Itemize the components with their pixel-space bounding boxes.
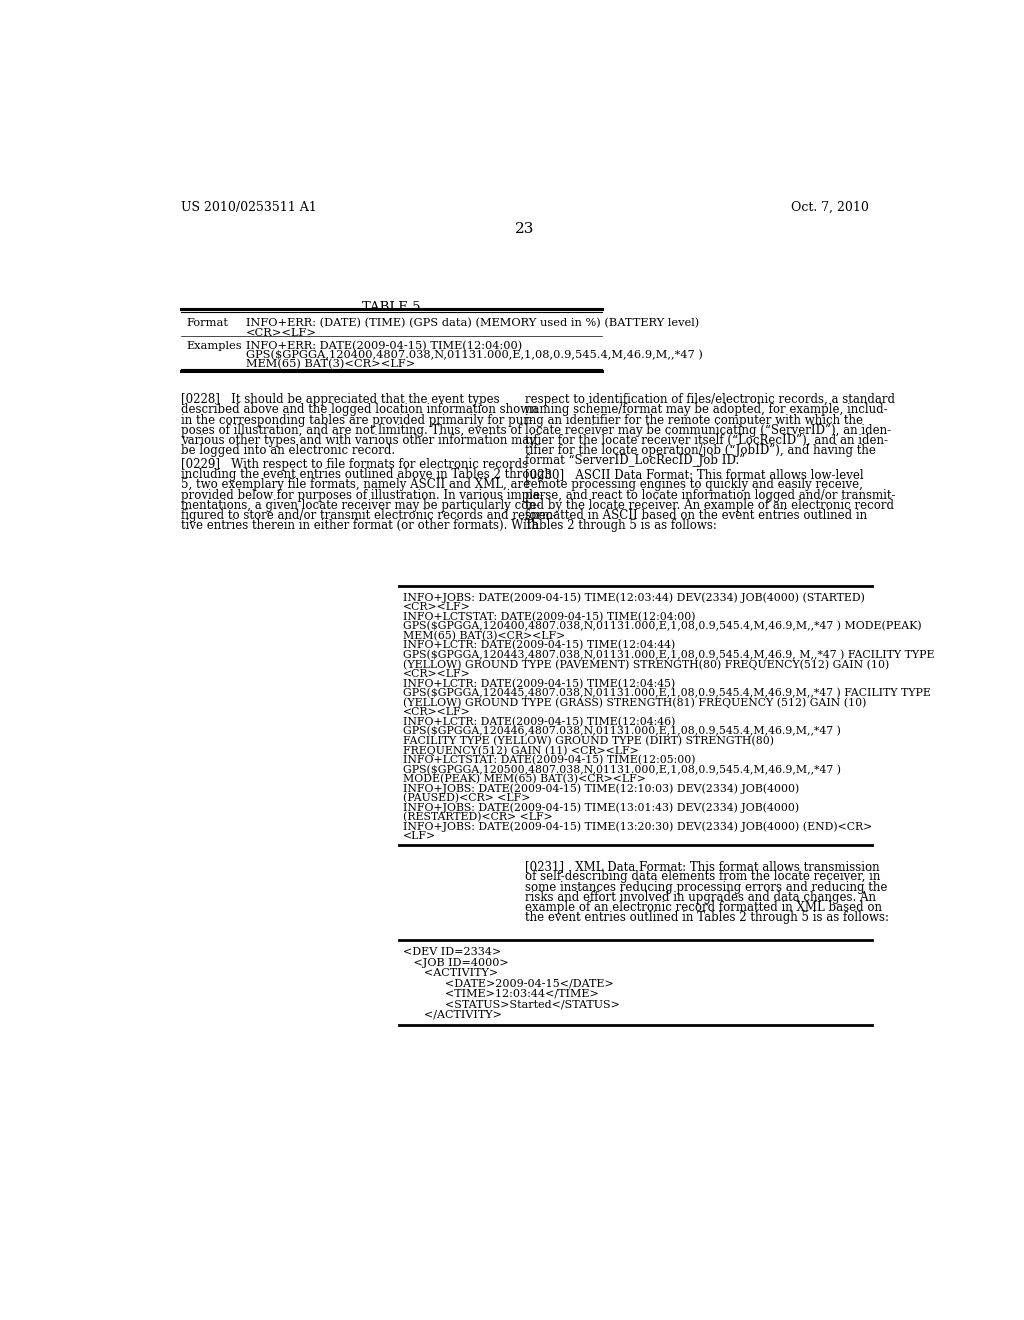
- Text: various other types and with various other information may: various other types and with various oth…: [180, 434, 536, 447]
- Text: GPS($GPGGA,120400,4807.038,N,01131.000,E,1,08,0.9,545.4,M,46.9,M,,*47 ): GPS($GPGGA,120400,4807.038,N,01131.000,E…: [246, 350, 702, 360]
- Text: (YELLOW) GROUND TYPE (PAVEMENT) STRENGTH(80) FREQUENCY(512) GAIN (10): (YELLOW) GROUND TYPE (PAVEMENT) STRENGTH…: [403, 660, 890, 671]
- Text: MODE(PEAK) MEM(65) BAT(3)<CR><LF>: MODE(PEAK) MEM(65) BAT(3)<CR><LF>: [403, 774, 646, 784]
- Text: <CR><LF>: <CR><LF>: [246, 327, 316, 338]
- Text: remote processing engines to quickly and easily receive,: remote processing engines to quickly and…: [524, 478, 862, 491]
- Text: INFO+LCTR: DATE(2009-04-15) TIME(12:04:44): INFO+LCTR: DATE(2009-04-15) TIME(12:04:4…: [403, 640, 676, 651]
- Text: figured to store and/or transmit electronic records and respec-: figured to store and/or transmit electro…: [180, 510, 556, 521]
- Text: example of an electronic record formatted in XML based on: example of an electronic record formatte…: [524, 900, 882, 913]
- Text: INFO+LCTSTAT: DATE(2009-04-15) TIME(12:05:00): INFO+LCTSTAT: DATE(2009-04-15) TIME(12:0…: [403, 755, 695, 766]
- Text: Format: Format: [187, 318, 229, 327]
- Text: INFO+LCTR: DATE(2009-04-15) TIME(12:04:45): INFO+LCTR: DATE(2009-04-15) TIME(12:04:4…: [403, 678, 676, 689]
- Text: US 2010/0253511 A1: US 2010/0253511 A1: [180, 201, 316, 214]
- Text: FREQUENCY(512) GAIN (11) <CR><LF>: FREQUENCY(512) GAIN (11) <CR><LF>: [403, 746, 639, 756]
- Text: (YELLOW) GROUND TYPE (GRASS) STRENGTH(81) FREQUENCY (512) GAIN (10): (YELLOW) GROUND TYPE (GRASS) STRENGTH(81…: [403, 698, 866, 709]
- Text: locate receiver may be communicating (“ServerID”), an iden-: locate receiver may be communicating (“S…: [524, 424, 891, 437]
- Text: be logged into an electronic record.: be logged into an electronic record.: [180, 444, 395, 457]
- Text: <DATE>2009-04-15</DATE>: <DATE>2009-04-15</DATE>: [403, 978, 613, 989]
- Text: INFO+LCTR: DATE(2009-04-15) TIME(12:04:46): INFO+LCTR: DATE(2009-04-15) TIME(12:04:4…: [403, 717, 676, 727]
- Text: <CR><LF>: <CR><LF>: [403, 669, 471, 678]
- Text: (PAUSED)<CR> <LF>: (PAUSED)<CR> <LF>: [403, 793, 530, 804]
- Text: GPS($GPGGA,120400,4807.038,N,01131.000,E,1,08,0.9,545.4,M,46.9,M,,*47 ) MODE(PEA: GPS($GPGGA,120400,4807.038,N,01131.000,E…: [403, 622, 922, 632]
- Text: formatted in ASCII based on the event entries outlined in: formatted in ASCII based on the event en…: [524, 510, 867, 521]
- Text: ted by the locate receiver. An example of an electronic record: ted by the locate receiver. An example o…: [524, 499, 894, 512]
- Text: <ACTIVITY>: <ACTIVITY>: [403, 968, 499, 978]
- Text: GPS($GPGGA,120443,4807.038,N,01131.000,E,1,08,0.9,545.4,M,46.9, M,,*47 ) FACILIT: GPS($GPGGA,120443,4807.038,N,01131.000,E…: [403, 649, 935, 660]
- Text: GPS($GPGGA,120500,4807.038,N,01131.000,E,1,08,0.9,545.4,M,46.9,M,,*47 ): GPS($GPGGA,120500,4807.038,N,01131.000,E…: [403, 764, 841, 775]
- Text: Oct. 7, 2010: Oct. 7, 2010: [791, 201, 869, 214]
- Text: [0230]   ASCII Data Format: This format allows low-level: [0230] ASCII Data Format: This format al…: [524, 469, 863, 482]
- Text: INFO+ERR: DATE(2009-04-15) TIME(12:04:00): INFO+ERR: DATE(2009-04-15) TIME(12:04:00…: [246, 341, 522, 351]
- Text: INFO+ERR: (DATE) (TIME) (GPS data) (MEMORY used in %) (BATTERY level): INFO+ERR: (DATE) (TIME) (GPS data) (MEMO…: [246, 318, 699, 329]
- Text: tifier for the locate operation/job (“JobID”), and having the: tifier for the locate operation/job (“Jo…: [524, 444, 876, 457]
- Text: 5, two exemplary file formats, namely ASCII and XML, are: 5, two exemplary file formats, namely AS…: [180, 478, 529, 491]
- Text: [0231]   XML Data Format: This format allows transmission: [0231] XML Data Format: This format allo…: [524, 861, 880, 873]
- Text: the event entries outlined in Tables 2 through 5 is as follows:: the event entries outlined in Tables 2 t…: [524, 911, 889, 924]
- Text: GPS($GPGGA,120445,4807.038,N,01131.000,E,1,08,0.9,545.4,M,46.9,M,,*47 ) FACILITY: GPS($GPGGA,120445,4807.038,N,01131.000,E…: [403, 688, 931, 698]
- Text: <JOB ID=4000>: <JOB ID=4000>: [403, 958, 509, 968]
- Text: provided below for purposes of illustration. In various imple-: provided below for purposes of illustrat…: [180, 488, 544, 502]
- Text: FACILITY TYPE (YELLOW) GROUND TYPE (DIRT) STRENGTH(80): FACILITY TYPE (YELLOW) GROUND TYPE (DIRT…: [403, 735, 774, 746]
- Text: ing an identifier for the remote computer with which the: ing an identifier for the remote compute…: [524, 413, 863, 426]
- Text: TABLE 5: TABLE 5: [362, 301, 421, 314]
- Text: MEM(65) BAT(3)<CR><LF>: MEM(65) BAT(3)<CR><LF>: [403, 631, 565, 642]
- Text: tifier for the locate receiver itself (“LocRecID”), and an iden-: tifier for the locate receiver itself (“…: [524, 434, 888, 447]
- Text: Tables 2 through 5 is as follows:: Tables 2 through 5 is as follows:: [524, 519, 717, 532]
- Text: including the event entries outlined above in Tables 2 through: including the event entries outlined abo…: [180, 469, 552, 482]
- Text: <CR><LF>: <CR><LF>: [403, 708, 471, 717]
- Text: <CR><LF>: <CR><LF>: [403, 602, 471, 612]
- Text: risks and effort involved in upgrades and data changes. An: risks and effort involved in upgrades an…: [524, 891, 876, 904]
- Text: <TIME>12:03:44</TIME>: <TIME>12:03:44</TIME>: [403, 989, 599, 999]
- Text: poses of illustration, and are not limiting. Thus, events of: poses of illustration, and are not limit…: [180, 424, 521, 437]
- Text: <STATUS>Started</STATUS>: <STATUS>Started</STATUS>: [403, 999, 620, 1010]
- Text: Examples: Examples: [187, 341, 243, 351]
- Text: some instances reducing processing errors and reducing the: some instances reducing processing error…: [524, 880, 887, 894]
- Text: 23: 23: [515, 222, 535, 235]
- Text: parse, and react to locate information logged and/or transmit-: parse, and react to locate information l…: [524, 488, 895, 502]
- Text: <DEV ID=2334>: <DEV ID=2334>: [403, 948, 502, 957]
- Text: [0228]   It should be appreciated that the event types: [0228] It should be appreciated that the…: [180, 393, 500, 407]
- Text: (RESTARTED)<CR> <LF>: (RESTARTED)<CR> <LF>: [403, 812, 553, 822]
- Text: </ACTIVITY>: </ACTIVITY>: [403, 1010, 502, 1020]
- Text: in the corresponding tables are provided primarily for pur-: in the corresponding tables are provided…: [180, 413, 532, 426]
- Text: mentations, a given locate receiver may be particularly con-: mentations, a given locate receiver may …: [180, 499, 540, 512]
- Text: INFO+JOBS: DATE(2009-04-15) TIME(12:10:03) DEV(2334) JOB(4000): INFO+JOBS: DATE(2009-04-15) TIME(12:10:0…: [403, 784, 800, 795]
- Text: format “ServerID_LocRecID_Job ID.”: format “ServerID_LocRecID_Job ID.”: [524, 454, 745, 467]
- Text: respect to identification of files/electronic records, a standard: respect to identification of files/elect…: [524, 393, 895, 407]
- Text: [0229]   With respect to file formats for electronic records: [0229] With respect to file formats for …: [180, 458, 527, 471]
- Text: INFO+JOBS: DATE(2009-04-15) TIME(13:20:30) DEV(2334) JOB(4000) (END)<CR>: INFO+JOBS: DATE(2009-04-15) TIME(13:20:3…: [403, 822, 872, 833]
- Text: <LF>: <LF>: [403, 832, 436, 841]
- Text: INFO+JOBS: DATE(2009-04-15) TIME(12:03:44) DEV(2334) JOB(4000) (STARTED): INFO+JOBS: DATE(2009-04-15) TIME(12:03:4…: [403, 593, 865, 603]
- Text: MEM(65) BAT(3)<CR><LF>: MEM(65) BAT(3)<CR><LF>: [246, 359, 415, 370]
- Text: of self-describing data elements from the locate receiver, in: of self-describing data elements from th…: [524, 870, 881, 883]
- Text: tive entries therein in either format (or other formats). With: tive entries therein in either format (o…: [180, 519, 539, 532]
- Text: INFO+JOBS: DATE(2009-04-15) TIME(13:01:43) DEV(2334) JOB(4000): INFO+JOBS: DATE(2009-04-15) TIME(13:01:4…: [403, 803, 800, 813]
- Text: INFO+LCTSTAT: DATE(2009-04-15) TIME(12:04:00): INFO+LCTSTAT: DATE(2009-04-15) TIME(12:0…: [403, 611, 695, 622]
- Text: GPS($GPGGA,120446,4807.038,N,01131.000,E,1,08,0.9,545.4,M,46.9,M,,*47 ): GPS($GPGGA,120446,4807.038,N,01131.000,E…: [403, 726, 841, 737]
- Text: described above and the logged location information shown: described above and the logged location …: [180, 404, 538, 416]
- Text: naming scheme/format may be adopted, for example, includ-: naming scheme/format may be adopted, for…: [524, 404, 888, 416]
